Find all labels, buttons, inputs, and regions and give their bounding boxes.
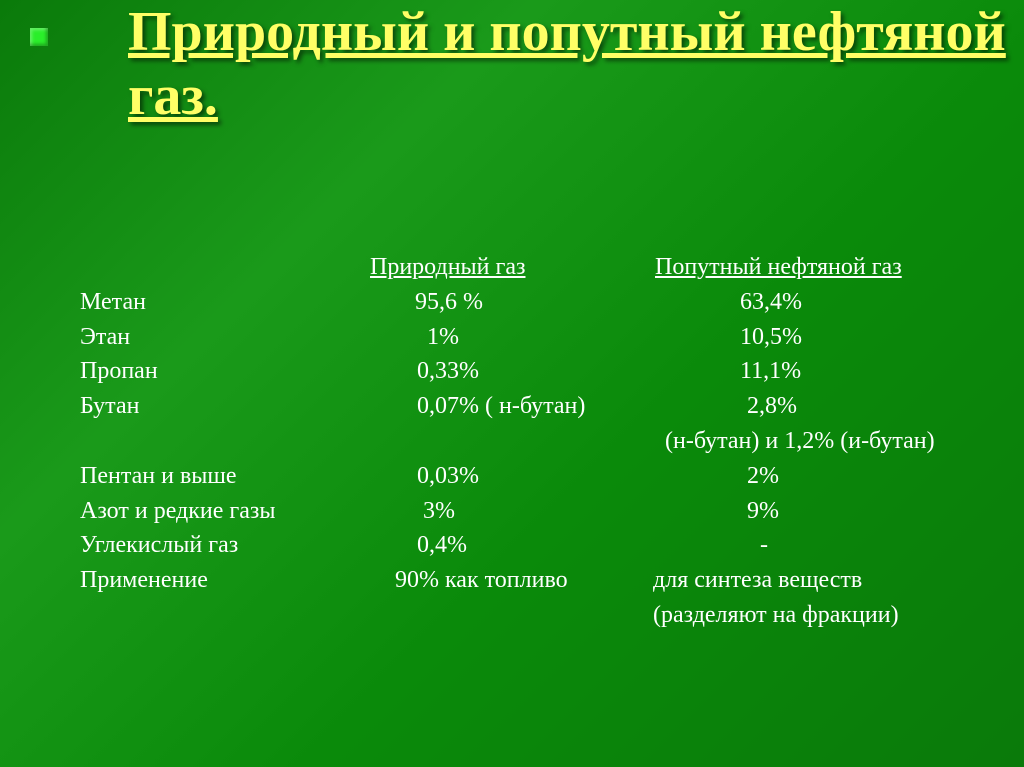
table-row: (н-бутан) и 1,2% (и-бутан)	[80, 424, 965, 459]
table-row: Бутан0,07% ( н-бутан)2,8%	[80, 389, 965, 424]
row-natural: 0,07% ( н-бутан)	[335, 389, 625, 424]
row-natural: 90% как топливо	[335, 563, 625, 598]
table-row: Пропан0,33%11,1%	[80, 354, 965, 389]
row-natural: 1%	[335, 320, 625, 355]
row-natural: 0,03%	[335, 459, 625, 494]
header-petro: Попутный нефтяной газ	[625, 250, 965, 285]
row-petro: 63,4%	[625, 285, 965, 320]
row-label: Азот и редкие газы	[80, 494, 335, 529]
row-label: Применение	[80, 563, 335, 598]
row-petro: для синтеза веществ	[625, 563, 965, 598]
row-petro: (разделяют на фракции)	[625, 598, 965, 633]
row-natural: 0,33%	[335, 354, 625, 389]
row-petro: -	[625, 528, 965, 563]
row-natural	[335, 598, 625, 633]
table-row: Азот и редкие газы3%9%	[80, 494, 965, 529]
title-bullet	[30, 28, 48, 46]
header-natural: Природный газ	[335, 250, 625, 285]
table-row: Пентан и выше0,03%2%	[80, 459, 965, 494]
row-label: Пропан	[80, 354, 335, 389]
row-label: Пентан и выше	[80, 459, 335, 494]
row-label: Этан	[80, 320, 335, 355]
row-natural: 3%	[335, 494, 625, 529]
header-blank	[80, 250, 335, 285]
row-natural: 0,4%	[335, 528, 625, 563]
row-petro: 2,8%	[625, 389, 965, 424]
table-row: Метан95,6 %63,4%	[80, 285, 965, 320]
row-label	[80, 424, 335, 459]
row-label: Бутан	[80, 389, 335, 424]
row-label	[80, 598, 335, 633]
row-petro: 2%	[625, 459, 965, 494]
row-label: Метан	[80, 285, 335, 320]
row-petro: (н-бутан) и 1,2% (и-бутан)	[625, 424, 965, 459]
row-natural: 95,6 %	[335, 285, 625, 320]
table-header: Природный газ Попутный нефтяной газ	[80, 250, 965, 285]
table-row: Углекислый газ0,4%-	[80, 528, 965, 563]
row-petro: 11,1%	[625, 354, 965, 389]
row-natural	[335, 424, 625, 459]
row-label: Углекислый газ	[80, 528, 335, 563]
row-petro: 10,5%	[625, 320, 965, 355]
slide-title: Природный и попутный нефтяной газ.	[128, 0, 1024, 129]
row-petro: 9%	[625, 494, 965, 529]
table-row: (разделяют на фракции)	[80, 598, 965, 633]
table-row: Этан1%10,5%	[80, 320, 965, 355]
comparison-table: Природный газ Попутный нефтяной газ Мета…	[80, 250, 965, 633]
table-row: Применение90% как топливодля синтеза вещ…	[80, 563, 965, 598]
